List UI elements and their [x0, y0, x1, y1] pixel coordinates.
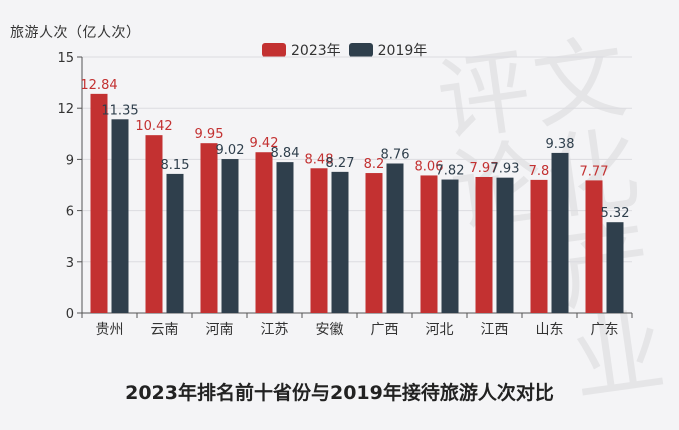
legend-label-2019: 2019年 [377, 43, 428, 59]
bar-2023 [530, 179, 548, 313]
data-label: 8.48 [305, 152, 334, 167]
bar-2019 [276, 162, 294, 313]
data-label: 9.42 [250, 136, 279, 151]
legend: 2023年 2019年 [262, 40, 435, 60]
y-tick-label: 3 [66, 256, 74, 271]
bar-2023 [475, 176, 493, 313]
data-label: 8.84 [271, 146, 300, 161]
data-label: 9.95 [195, 127, 224, 142]
x-tick-label: 广西 [371, 322, 399, 338]
data-label: 12.84 [80, 78, 117, 93]
chart-card: 文化产业评论 旅游人次（亿人次） 2023年 2019年 0 3 6 9 12 15 12.… [10, 25, 669, 407]
x-tick-label: 河北 [426, 322, 454, 338]
legend-label-2023: 2023年 [291, 43, 341, 59]
data-label: 10.42 [135, 119, 172, 134]
y-tick-label: 15 [57, 51, 74, 66]
data-label: 8.15 [161, 158, 190, 173]
data-label: 8.2 [364, 157, 385, 172]
bar-2019 [166, 173, 184, 313]
bar-2019 [551, 152, 569, 313]
bar-2019 [331, 171, 349, 313]
x-tick-label: 云南 [151, 322, 179, 338]
data-label: 7.82 [436, 164, 465, 179]
bar-2019 [221, 159, 239, 313]
bar-2019 [111, 119, 129, 313]
bar-2023 [365, 173, 383, 313]
bar-2019 [496, 177, 514, 313]
data-label: 7.8 [529, 164, 550, 179]
legend-item-2023[interactable]: 2023年 [262, 40, 341, 60]
bar-2023 [420, 175, 438, 313]
data-label: 8.76 [381, 147, 410, 162]
bar-2023 [200, 143, 218, 313]
bar-2019 [386, 163, 404, 313]
chart-title: 2023年排名前十省份与2019年接待旅游人次对比 [125, 382, 554, 404]
data-label: 7.77 [580, 164, 609, 179]
bar-2023 [310, 168, 328, 313]
y-tick-label: 12 [57, 102, 74, 117]
y-tick-label: 0 [66, 307, 74, 322]
y-tick-label: 9 [66, 153, 74, 168]
x-tick-label: 安徽 [316, 322, 344, 338]
x-tick-label: 河南 [206, 322, 234, 338]
x-tick-label: 江苏 [261, 322, 289, 338]
bar-2019 [441, 179, 459, 313]
data-label: 7.97 [470, 161, 499, 176]
data-label: 8.27 [326, 156, 355, 171]
bar-2023 [90, 93, 108, 313]
bar-2019 [606, 222, 624, 313]
legend-item-2019[interactable]: 2019年 [348, 40, 428, 60]
data-label: 9.38 [546, 137, 575, 152]
data-label: 7.93 [491, 162, 520, 177]
bar-2023 [145, 135, 163, 313]
data-label: 5.32 [601, 206, 630, 221]
x-tick-label: 山东 [536, 322, 564, 338]
x-tick-label: 江西 [481, 322, 509, 338]
data-label: 9.02 [216, 143, 245, 158]
y-axis-label: 旅游人次（亿人次） [10, 25, 141, 41]
data-label: 11.35 [101, 103, 138, 118]
x-tick-label: 贵州 [96, 322, 124, 338]
bar-chart: 0 3 6 9 12 15 12.84 11.35 贵州 10.42 8.15 云南 9.959.02 河… [57, 51, 633, 338]
x-tick-label: 广东 [591, 322, 619, 338]
data-label: 8.06 [415, 159, 444, 174]
bar-2023 [255, 152, 273, 313]
y-tick-label: 6 [66, 205, 74, 220]
legend-swatch-2023 [262, 43, 286, 57]
legend-swatch-2019 [348, 43, 373, 57]
bar-2023 [585, 180, 603, 313]
